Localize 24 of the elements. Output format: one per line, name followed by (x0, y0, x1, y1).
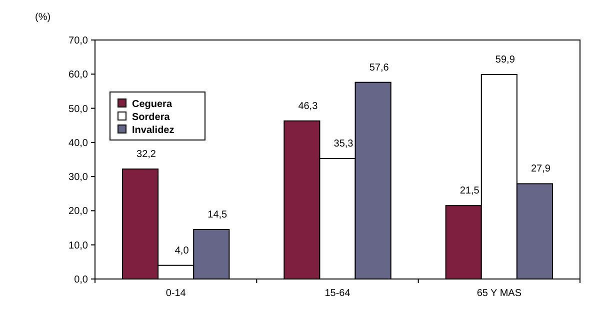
x-tick-label: 65 Y MAS (476, 288, 522, 299)
data-label: 46,3 (298, 100, 318, 112)
data-label: 59,9 (495, 54, 516, 66)
data-label: 35,3 (334, 138, 354, 150)
y-axis-title: (%) (35, 12, 51, 23)
y-tick-label: 20,0 (68, 206, 88, 218)
x-tick-label: 15-64 (324, 288, 351, 299)
data-label: 57,6 (369, 62, 390, 74)
legend-label: Ceguera (132, 99, 172, 110)
y-tick-label: 10,0 (68, 240, 88, 252)
data-label: 21,5 (460, 186, 480, 197)
data-label: 27,9 (531, 164, 551, 175)
data-label: 4,0 (174, 245, 190, 256)
y-tick-label: 40,0 (68, 138, 88, 149)
data-label: 14,5 (208, 209, 228, 220)
y-tick-label: 0,0 (74, 274, 88, 286)
legend-label: Sordera (132, 112, 170, 123)
y-tick-label: 70,0 (68, 36, 88, 46)
legend-label: Invalidez (132, 125, 174, 136)
y-tick-label: 60,0 (68, 70, 88, 81)
y-tick-label: 30,0 (68, 172, 88, 184)
data-label: 32,2 (136, 149, 156, 160)
y-tick-label: 50,0 (68, 104, 88, 115)
x-tick-label: 0-14 (166, 288, 186, 299)
